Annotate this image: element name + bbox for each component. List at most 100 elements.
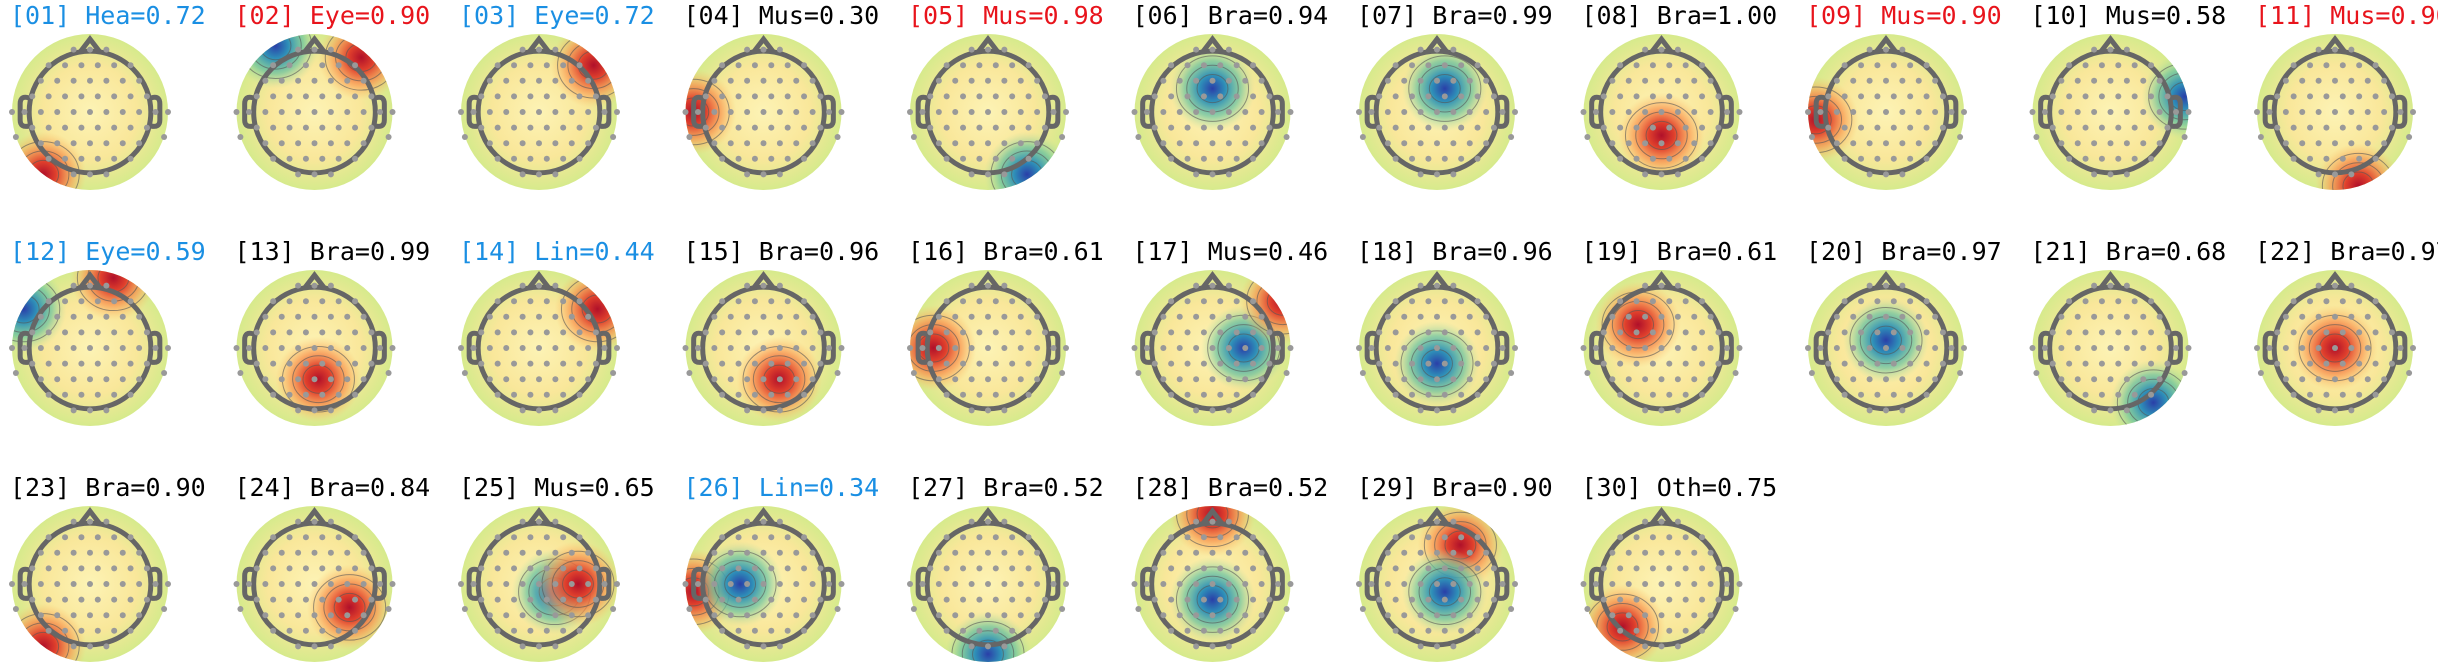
electrode xyxy=(1009,360,1016,367)
electrode xyxy=(1699,298,1706,305)
electrode xyxy=(1160,109,1167,115)
electrode xyxy=(1025,565,1032,572)
component-label: [23] Bra=0.90 xyxy=(10,473,206,502)
electrode xyxy=(1193,549,1200,556)
electrode xyxy=(2307,62,2314,69)
electrode xyxy=(952,549,959,556)
electrode xyxy=(744,345,751,351)
electrode xyxy=(1666,155,1673,162)
electrode xyxy=(2115,360,2122,367)
electrode xyxy=(335,360,342,367)
electrode xyxy=(536,282,542,289)
electrode xyxy=(2348,109,2355,115)
electrode xyxy=(585,313,592,320)
electrode xyxy=(960,298,967,305)
electrode xyxy=(1625,140,1632,147)
component-label: [10] Mus=0.58 xyxy=(2031,1,2227,30)
electrode xyxy=(935,77,942,84)
electrode xyxy=(776,612,783,619)
electrode xyxy=(237,369,244,376)
electrode xyxy=(935,345,942,351)
electrode xyxy=(94,329,101,336)
electrode xyxy=(552,643,559,650)
electrode xyxy=(2082,391,2089,398)
electrode xyxy=(1242,549,1249,556)
electrode xyxy=(245,345,252,351)
electrode xyxy=(952,376,959,383)
electrode xyxy=(744,376,751,383)
electrode xyxy=(2029,345,2036,351)
electrode xyxy=(1001,612,1008,619)
contour-line xyxy=(1596,603,1649,651)
electrode xyxy=(1209,376,1216,383)
electrode xyxy=(793,612,800,619)
ear xyxy=(242,566,255,601)
electrode xyxy=(1417,518,1424,525)
electrode xyxy=(1649,391,1656,398)
electrode xyxy=(70,407,77,414)
electrode xyxy=(1034,345,1041,351)
electrode xyxy=(2074,109,2081,115)
electrode xyxy=(1458,155,1465,162)
electrode xyxy=(2164,93,2171,100)
electrode xyxy=(1633,329,1640,336)
electrode xyxy=(1001,407,1008,414)
electrode xyxy=(136,612,143,619)
component-label: [17] Mus=0.46 xyxy=(1133,237,1329,266)
electrode xyxy=(592,360,599,367)
electrode xyxy=(2372,155,2379,162)
topomap-panel: [29] Bra=0.90 xyxy=(1356,473,1553,662)
ear xyxy=(2038,330,2051,365)
electrode xyxy=(2364,140,2371,147)
electrode xyxy=(2339,298,2346,305)
electrode xyxy=(1850,345,1857,351)
electrode xyxy=(286,565,293,572)
electrode xyxy=(2123,109,2130,115)
electrode xyxy=(1001,376,1008,383)
electrode xyxy=(2131,124,2138,131)
electrode xyxy=(1841,62,1848,69)
electrode xyxy=(1874,329,1881,336)
electrode xyxy=(760,549,767,556)
electrode xyxy=(552,109,559,115)
electrode xyxy=(838,345,845,351)
electrode xyxy=(78,627,85,634)
electrode xyxy=(985,407,991,414)
electrode xyxy=(744,46,751,53)
electrode xyxy=(1674,407,1681,414)
electrode xyxy=(253,329,260,336)
electrode xyxy=(968,612,975,619)
electrode xyxy=(319,596,326,603)
electrode xyxy=(2397,109,2404,115)
electrode xyxy=(1923,93,1930,100)
electrode xyxy=(760,612,767,619)
electrode xyxy=(1874,62,1881,69)
electrode xyxy=(311,77,318,84)
electrode xyxy=(127,391,134,398)
electrode xyxy=(1225,282,1232,289)
electrode xyxy=(1625,376,1632,383)
component-label: [19] Bra=0.61 xyxy=(1582,237,1778,266)
electrode xyxy=(87,109,93,115)
electrode xyxy=(278,612,285,619)
electrode xyxy=(1258,345,1265,351)
electrode xyxy=(1434,313,1440,320)
electrode xyxy=(327,171,334,178)
electrode xyxy=(62,565,69,572)
electrode xyxy=(1059,369,1066,376)
electrode xyxy=(461,133,468,140)
ear xyxy=(1497,330,1510,365)
electrode xyxy=(719,155,726,162)
component-label: [29] Bra=0.90 xyxy=(1357,473,1553,502)
electrode xyxy=(1160,345,1167,351)
electrode xyxy=(817,565,824,572)
nose xyxy=(1874,271,1898,290)
electrode xyxy=(1434,46,1440,53)
topomap-panel: [20] Bra=0.97 xyxy=(1805,237,2002,426)
electrode xyxy=(536,313,542,320)
electrode xyxy=(1699,62,1706,69)
electrode xyxy=(1600,360,1607,367)
electrode xyxy=(568,376,575,383)
electrode xyxy=(2066,124,2073,131)
electrode xyxy=(768,155,775,162)
